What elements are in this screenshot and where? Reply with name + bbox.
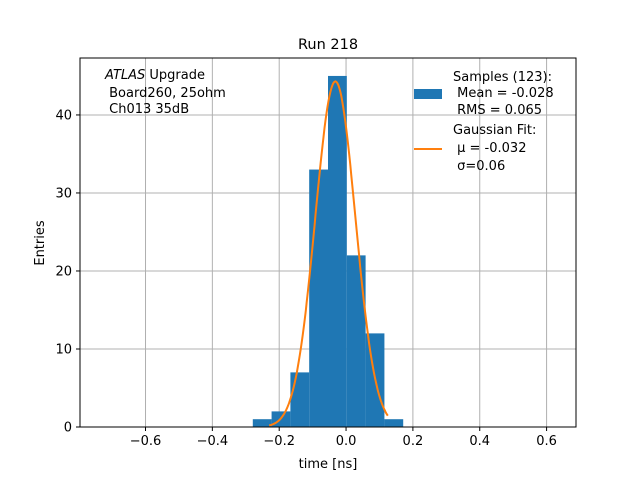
y-tick-label: 30 <box>55 186 72 201</box>
legend-fit-line1: Gaussian Fit: <box>453 123 536 138</box>
legend-fit-line2: μ = -0.032 <box>453 141 526 156</box>
y-tick-label: 10 <box>55 342 72 357</box>
x-tick-label: 0.2 <box>403 434 424 449</box>
histogram-bar <box>309 169 328 427</box>
board-label: Board260, 25ohm <box>105 86 226 101</box>
histogram-bar <box>290 372 310 427</box>
annotation: ATLAS Upgrade Board260, 25ohm Ch013 35dB <box>104 68 226 117</box>
x-axis-label: time [ns] <box>299 457 358 472</box>
legend-samples-line3: RMS = 0.065 <box>453 103 542 118</box>
upgrade-label: Upgrade <box>145 68 205 83</box>
bars <box>252 75 404 427</box>
plot-frame <box>79 57 577 428</box>
x-tick-label: 0.0 <box>336 434 357 449</box>
x-tick-label: −0.2 <box>263 434 295 449</box>
histogram-bar <box>384 419 404 427</box>
y-tick-label: 20 <box>55 264 72 279</box>
legend: Samples (123): Mean = -0.028 RMS = 0.065… <box>414 70 554 174</box>
y-axis-label: Entries <box>33 220 48 266</box>
channel-label: Ch013 35dB <box>105 102 189 117</box>
gaussian-fit-curve <box>268 80 389 427</box>
x-tick-label: 0.6 <box>536 434 557 449</box>
y-tick-label: 40 <box>55 108 72 123</box>
histogram-bar <box>346 255 366 427</box>
svg-text:ATLAS Upgrade: ATLAS Upgrade <box>104 68 205 83</box>
legend-fit-line3: σ=0.06 <box>453 159 505 174</box>
ticks: −0.6 −0.4 −0.2 0.0 0.2 0.4 0.6 0 10 20 30 40 <box>55 108 556 449</box>
x-tick-label: −0.4 <box>197 434 229 449</box>
y-tick-label: 0 <box>64 421 72 436</box>
chart-title: Run 218 <box>298 37 358 53</box>
legend-samples-swatch <box>414 89 442 99</box>
legend-samples-line2: Mean = -0.028 <box>453 86 554 101</box>
histogram-bar <box>328 75 347 427</box>
atlas-label: ATLAS <box>104 68 145 83</box>
x-tick-label: −0.6 <box>130 434 162 449</box>
histogram-bar <box>252 419 272 427</box>
legend-samples-line1: Samples (123): <box>453 70 552 85</box>
x-tick-label: 0.4 <box>469 434 490 449</box>
